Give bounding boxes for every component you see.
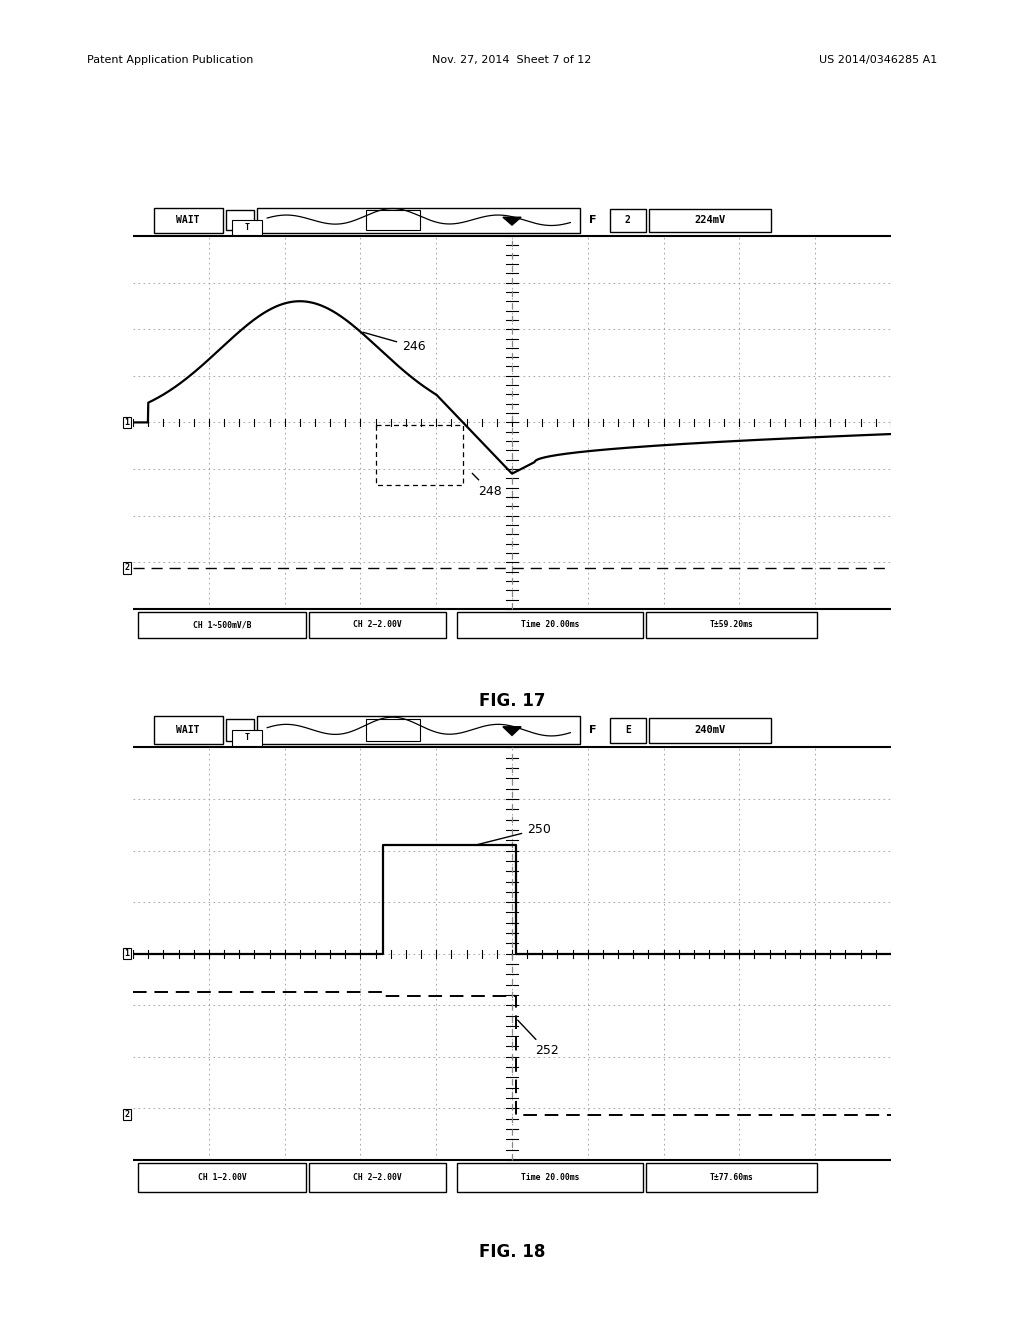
- FancyBboxPatch shape: [138, 612, 306, 638]
- Text: T: T: [245, 734, 249, 742]
- FancyBboxPatch shape: [226, 719, 254, 742]
- Text: CH 2−2.00V: CH 2−2.00V: [353, 1172, 401, 1181]
- Text: 224mV: 224mV: [694, 215, 726, 226]
- FancyBboxPatch shape: [649, 718, 771, 743]
- Text: 2: 2: [124, 564, 129, 573]
- Bar: [133, 1160, 891, 1195]
- Bar: [133, 236, 891, 609]
- FancyBboxPatch shape: [154, 207, 222, 232]
- Text: 248: 248: [472, 474, 502, 498]
- Text: 240mV: 240mV: [694, 725, 726, 735]
- FancyBboxPatch shape: [649, 209, 771, 232]
- Bar: [133, 713, 891, 747]
- Text: T: T: [245, 223, 249, 232]
- FancyBboxPatch shape: [457, 1163, 643, 1192]
- Bar: [133, 609, 891, 640]
- Text: Nov. 27, 2014  Sheet 7 of 12: Nov. 27, 2014 Sheet 7 of 12: [432, 55, 592, 66]
- Text: 252: 252: [518, 1020, 558, 1057]
- Text: Patent Application Publication: Patent Application Publication: [87, 55, 253, 66]
- FancyBboxPatch shape: [367, 210, 420, 230]
- Text: FIG. 18: FIG. 18: [479, 1243, 545, 1261]
- Text: Time 20.00ms: Time 20.00ms: [520, 620, 580, 630]
- Text: CH 2−2.00V: CH 2−2.00V: [353, 620, 401, 630]
- FancyBboxPatch shape: [646, 612, 817, 638]
- Text: 1: 1: [124, 949, 129, 958]
- Text: FIG. 17: FIG. 17: [479, 693, 545, 710]
- Text: 2: 2: [124, 1110, 129, 1119]
- Bar: [133, 205, 891, 236]
- Text: US 2014/0346285 A1: US 2014/0346285 A1: [819, 55, 937, 66]
- Text: F: F: [590, 725, 597, 735]
- FancyBboxPatch shape: [367, 719, 420, 742]
- Text: E: E: [625, 725, 631, 735]
- FancyBboxPatch shape: [231, 730, 262, 746]
- FancyBboxPatch shape: [231, 220, 262, 235]
- Polygon shape: [503, 218, 521, 226]
- Text: 1: 1: [124, 418, 129, 426]
- FancyBboxPatch shape: [226, 210, 254, 230]
- FancyBboxPatch shape: [257, 717, 581, 744]
- FancyBboxPatch shape: [309, 612, 446, 638]
- FancyBboxPatch shape: [309, 1163, 446, 1192]
- FancyBboxPatch shape: [257, 207, 581, 232]
- Text: 2: 2: [625, 215, 631, 226]
- Text: T±59.20ms: T±59.20ms: [710, 620, 754, 630]
- Text: 246: 246: [364, 333, 426, 354]
- FancyBboxPatch shape: [138, 1163, 306, 1192]
- FancyBboxPatch shape: [609, 209, 646, 232]
- Text: F: F: [590, 215, 597, 226]
- Text: Time 20.00ms: Time 20.00ms: [520, 1172, 580, 1181]
- Text: WAIT: WAIT: [176, 215, 200, 226]
- Bar: [133, 747, 891, 1160]
- Text: CH 1~500mV/B: CH 1~500mV/B: [193, 620, 252, 630]
- Text: 250: 250: [477, 822, 551, 845]
- Text: CH 1−2.00V: CH 1−2.00V: [198, 1172, 247, 1181]
- FancyBboxPatch shape: [154, 717, 222, 744]
- Polygon shape: [503, 727, 521, 735]
- FancyBboxPatch shape: [457, 612, 643, 638]
- FancyBboxPatch shape: [646, 1163, 817, 1192]
- Text: WAIT: WAIT: [176, 725, 200, 735]
- FancyBboxPatch shape: [609, 718, 646, 743]
- Text: T±77.60ms: T±77.60ms: [710, 1172, 754, 1181]
